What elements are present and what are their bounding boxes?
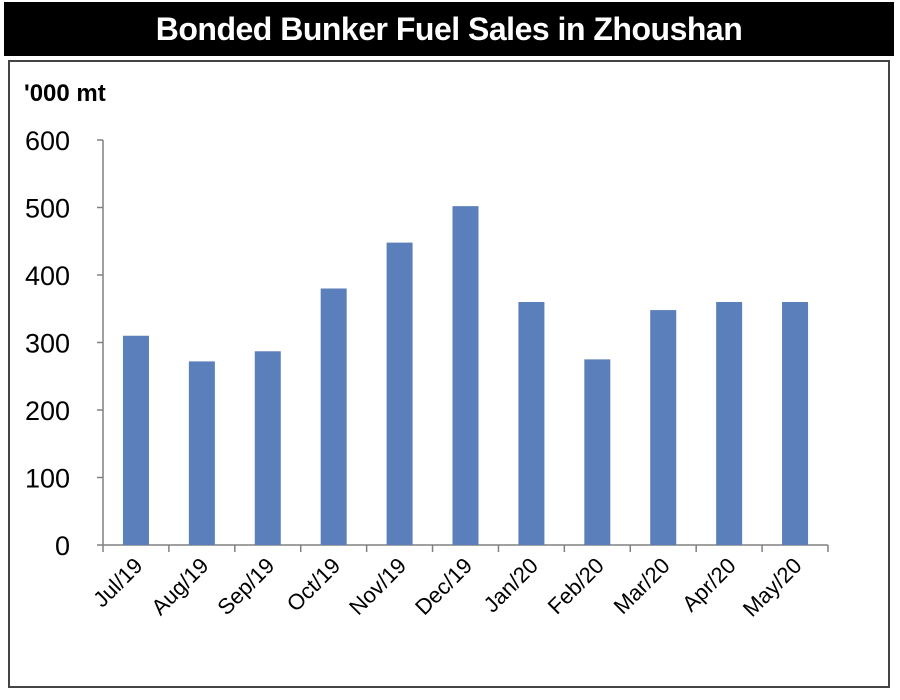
bar	[122, 335, 149, 545]
x-category-label: May/20	[738, 553, 807, 622]
bar	[518, 302, 545, 545]
x-category-label: Jul/19	[88, 553, 147, 612]
chart-title: Bonded Bunker Fuel Sales in Zhoushan	[4, 2, 894, 56]
x-category-label: Feb/20	[543, 553, 609, 619]
x-category-label: Aug/19	[146, 553, 213, 620]
bar	[650, 310, 677, 545]
bar	[386, 242, 413, 545]
x-category-label: Oct/19	[282, 553, 346, 617]
y-axis-unit-label: '000 mt	[24, 80, 106, 107]
x-category-label: Nov/19	[344, 553, 411, 620]
x-category-label: Apr/20	[677, 553, 741, 617]
y-tick-label: 400	[25, 261, 70, 291]
bar	[584, 359, 611, 545]
y-tick-label: 500	[25, 194, 70, 224]
y-tick-label: 600	[25, 126, 70, 156]
bar	[188, 361, 215, 545]
bar	[452, 206, 479, 545]
y-tick-label: 300	[25, 329, 70, 359]
x-category-label: Jan/20	[479, 553, 543, 617]
plot-area-border	[8, 60, 890, 688]
x-category-label: Mar/20	[609, 553, 675, 619]
bar	[782, 302, 809, 545]
bar	[254, 351, 281, 545]
bar	[320, 288, 347, 545]
y-tick-label: 0	[55, 531, 70, 561]
x-category-label: Dec/19	[410, 553, 477, 620]
y-tick-label: 200	[25, 396, 70, 426]
x-category-label: Sep/19	[212, 553, 279, 620]
bar	[716, 302, 743, 545]
y-tick-label: 100	[25, 464, 70, 494]
